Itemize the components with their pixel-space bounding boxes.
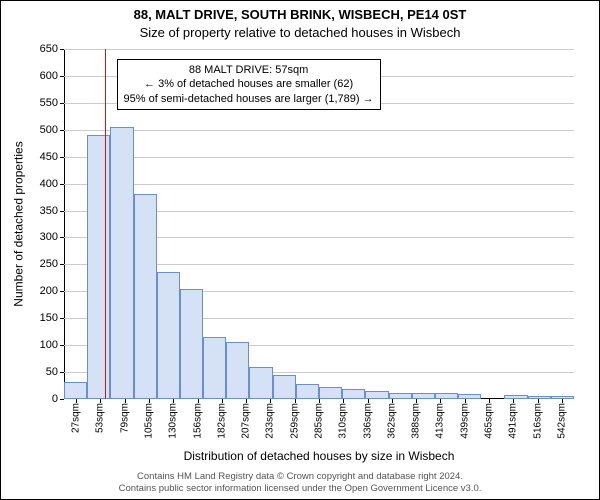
histogram-bar	[110, 127, 133, 399]
y-tick-label: 350	[40, 205, 58, 217]
y-tick-label: 500	[40, 124, 58, 136]
x-tick-label: 465sqm	[484, 399, 495, 439]
y-tick-label: 650	[40, 43, 58, 55]
y-tick-mark	[60, 76, 64, 77]
x-axis-title: Distribution of detached houses by size …	[64, 449, 574, 463]
gridline	[64, 49, 574, 50]
y-tick-mark	[60, 237, 64, 238]
x-tick-label: 130sqm	[168, 399, 179, 439]
histogram-bar	[296, 384, 319, 399]
y-tick-mark	[60, 49, 64, 50]
x-tick-label: 233sqm	[265, 399, 276, 439]
y-tick-label: 250	[40, 258, 58, 270]
histogram-bar	[342, 389, 365, 399]
footer-attribution: Contains HM Land Registry data © Crown c…	[1, 471, 599, 495]
histogram-bar	[64, 382, 87, 399]
y-tick-mark	[60, 372, 64, 373]
y-tick-label: 100	[40, 339, 58, 351]
chart-container: 88, MALT DRIVE, SOUTH BRINK, WISBECH, PE…	[0, 0, 600, 500]
histogram-bar	[365, 391, 388, 399]
y-axis-title: Number of detached properties	[11, 49, 27, 399]
histogram-bar	[134, 194, 157, 399]
y-tick-label: 150	[40, 312, 58, 324]
callout-line3: 95% of semi-detached houses are larger (…	[124, 92, 374, 106]
x-tick-label: 439sqm	[459, 399, 470, 439]
title-subtitle: Size of property relative to detached ho…	[1, 25, 599, 40]
y-tick-mark	[60, 264, 64, 265]
y-tick-mark	[60, 211, 64, 212]
y-tick-label: 0	[52, 393, 58, 405]
histogram-bar	[273, 375, 296, 399]
histogram-bar	[319, 387, 342, 399]
y-tick-label: 550	[40, 97, 58, 109]
x-tick-label: 310sqm	[338, 399, 349, 439]
y-tick-label: 50	[46, 366, 58, 378]
x-tick-label: 362sqm	[386, 399, 397, 439]
y-tick-label: 200	[40, 285, 58, 297]
x-tick-label: 336sqm	[362, 399, 373, 439]
y-tick-mark	[60, 103, 64, 104]
histogram-bar	[249, 367, 272, 399]
x-tick-label: 105sqm	[144, 399, 155, 439]
x-tick-label: 182sqm	[216, 399, 227, 439]
x-tick-label: 542sqm	[556, 399, 567, 439]
y-tick-label: 600	[40, 70, 58, 82]
histogram-bar	[87, 135, 110, 399]
x-tick-label: 491sqm	[508, 399, 519, 439]
histogram-bar	[203, 337, 226, 399]
y-tick-label: 450	[40, 151, 58, 163]
y-tick-mark	[60, 345, 64, 346]
y-tick-mark	[60, 291, 64, 292]
gridline	[64, 184, 574, 185]
x-tick-label: 388sqm	[411, 399, 422, 439]
y-tick-mark	[60, 157, 64, 158]
x-tick-label: 516sqm	[532, 399, 543, 439]
callout-box: 88 MALT DRIVE: 57sqm← 3% of detached hou…	[117, 59, 381, 110]
x-tick-label: 207sqm	[241, 399, 252, 439]
x-tick-label: 259sqm	[289, 399, 300, 439]
title-address: 88, MALT DRIVE, SOUTH BRINK, WISBECH, PE…	[1, 7, 599, 22]
histogram-bar	[157, 272, 180, 399]
x-tick-label: 413sqm	[435, 399, 446, 439]
y-tick-mark	[60, 318, 64, 319]
y-tick-mark	[60, 184, 64, 185]
y-axis-line	[64, 49, 65, 399]
y-tick-label: 300	[40, 231, 58, 243]
callout-line1: 88 MALT DRIVE: 57sqm	[124, 63, 374, 77]
x-tick-label: 79sqm	[119, 399, 130, 433]
gridline	[64, 130, 574, 131]
x-tick-label: 285sqm	[314, 399, 325, 439]
x-tick-label: 27sqm	[71, 399, 82, 433]
histogram-bar	[226, 342, 249, 399]
gridline	[64, 157, 574, 158]
property-marker-line	[105, 49, 106, 399]
x-tick-label: 156sqm	[192, 399, 203, 439]
y-tick-label: 400	[40, 178, 58, 190]
callout-line2: ← 3% of detached houses are smaller (62)	[124, 77, 374, 91]
x-tick-label: 53sqm	[95, 399, 106, 433]
footer-line1: Contains HM Land Registry data © Crown c…	[1, 471, 599, 483]
histogram-bar	[180, 289, 203, 399]
footer-line2: Contains public sector information licen…	[1, 483, 599, 495]
y-tick-mark	[60, 399, 64, 400]
y-tick-mark	[60, 130, 64, 131]
